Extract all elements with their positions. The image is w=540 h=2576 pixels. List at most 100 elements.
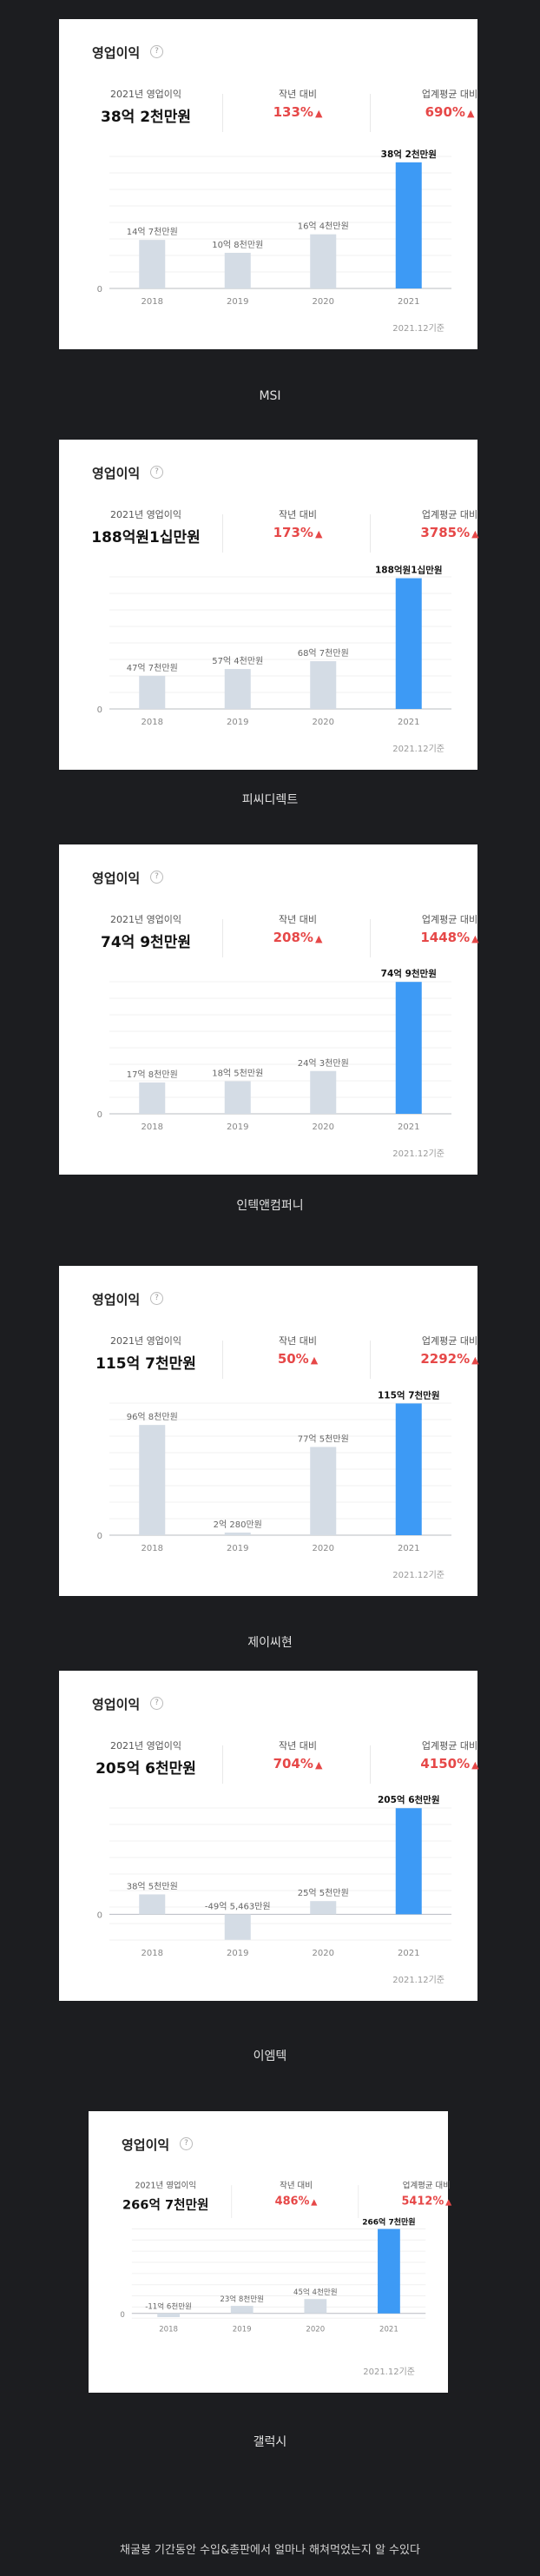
company-caption: 제이씨현 (247, 1636, 293, 1650)
bar-2019 (224, 1081, 251, 1114)
data-label: 266억 7천만원 (362, 2217, 415, 2228)
basis-note: 2021.12기준 (392, 1571, 445, 1580)
industry-value: 1448% (420, 930, 471, 945)
bar-2021 (395, 578, 422, 709)
x-tick-label: 2018 (142, 1949, 163, 1958)
data-label: 47억 7천만원 (127, 663, 178, 673)
bar-2018 (139, 675, 166, 709)
up-arrow-icon: ▲ (445, 2196, 452, 2208)
basis-note: 2021.12기준 (392, 324, 445, 334)
zero-tick-label: 0 (97, 1532, 102, 1541)
bar-2019 (224, 1533, 251, 1535)
up-arrow-icon: ▲ (471, 1354, 479, 1366)
x-tick-label: 2021 (398, 718, 419, 727)
basis-note: 2021.12기준 (392, 745, 445, 754)
summary-row: 2021년 영업이익 266억 7천만원 작년 대비 486% ▲ 업계평균 대비… (106, 2181, 451, 2226)
yoy-value: 704% (273, 1756, 313, 1771)
company-caption: 이엠텍 (253, 2050, 287, 2063)
bar-2018 (157, 2314, 181, 2318)
summary-row: 2021년 영업이익 74억 9천만원 작년 대비 208% ▲ 업계평균 대비 … (76, 914, 479, 966)
total-label: 2021년 영업이익 (109, 1740, 182, 1752)
bar-chart: 0 38억 5천만원 2018 -49억 5,463만원 2019 25억 5천만원 202… (97, 1794, 451, 1958)
yoy-label: 작년 대비 (279, 914, 317, 925)
basis-note: 2021.12기준 (392, 1149, 445, 1159)
bar-2018 (139, 1425, 166, 1535)
x-tick-label: 2020 (306, 2326, 325, 2334)
bar-2018 (139, 1894, 166, 1915)
help-icon[interactable]: ? (150, 871, 163, 884)
bar-2021 (395, 982, 422, 1114)
summary-row: 2021년 영업이익 188억원1십만원 작년 대비 173% ▲ 업계평균 대비… (76, 509, 479, 561)
card-title: 영업이익 (122, 2137, 170, 2153)
bar-2020 (304, 2299, 327, 2314)
bar-2021 (395, 1403, 422, 1535)
total-value: 74억 9천만원 (101, 934, 191, 951)
data-label: 23억 8천만원 (220, 2294, 264, 2304)
yoy-value: 208% (273, 930, 313, 945)
profit-card: 영업이익 ? 2021년 영업이익 266억 7천만원 작년 대비 486% ▲ … (89, 2111, 451, 2393)
divider (222, 1341, 223, 1379)
bar-chart: 0 96억 8천만원 2018 2억 280만원 2019 77억 5천만원 2020 115… (97, 1389, 451, 1553)
basis-note: 2021.12기준 (363, 2367, 415, 2377)
help-icon[interactable]: ? (150, 1292, 163, 1305)
industry-value: 3785% (420, 525, 471, 540)
total-label: 2021년 영업이익 (109, 89, 182, 100)
company-caption: 갤럭시 (253, 2435, 287, 2449)
total-profit: 2021년 영업이익 74억 9천만원 (76, 914, 215, 951)
help-icon[interactable]: ? (150, 45, 163, 58)
bar-2020 (310, 1070, 337, 1114)
bar-chart: 0 47억 7천만원 2018 57억 4천만원 2019 68억 7천만원 2020 188… (97, 565, 451, 727)
data-label: 17억 8천만원 (127, 1069, 178, 1080)
bar-chart: 0 14억 7천만원 2018 10억 8천만원 2019 16억 4천만원 2020 38억… (97, 149, 451, 307)
x-tick-label: 2021 (398, 1544, 419, 1553)
x-tick-label: 2019 (227, 297, 248, 307)
data-label: 205억 6천만원 (378, 1794, 440, 1805)
help-icon[interactable]: ? (180, 2137, 193, 2150)
card-title: 영업이익 (92, 1697, 141, 1712)
data-label: 16억 4천만원 (298, 222, 349, 232)
data-label: 68억 7천만원 (298, 648, 349, 659)
x-tick-label: 2019 (227, 1544, 248, 1553)
data-label: 77억 5천만원 (298, 1434, 349, 1444)
divider (222, 919, 223, 957)
up-arrow-icon: ▲ (471, 933, 479, 944)
up-arrow-icon: ▲ (314, 108, 323, 119)
data-label: -11억 6천만원 (145, 2301, 192, 2312)
industry-compare: 업계평균 대비 2292% ▲ (372, 1335, 528, 1367)
help-icon[interactable]: ? (150, 466, 163, 479)
zero-tick-label: 0 (97, 705, 102, 715)
total-value: 188억원1십만원 (91, 529, 201, 546)
zero-tick-label: 0 (97, 1910, 102, 1920)
yoy: 작년 대비 50% ▲ (228, 1335, 367, 1367)
bar-chart: 0 17억 8천만원 2018 18억 5천만원 2019 24억 3천만원 2020 74억… (97, 968, 451, 1132)
divider (358, 2185, 359, 2218)
x-tick-label: 2020 (313, 1544, 334, 1553)
x-tick-label: 2018 (142, 1544, 163, 1553)
bar-2019 (224, 669, 251, 709)
yoy: 작년 대비 208% ▲ (228, 914, 367, 945)
total-profit: 2021년 영업이익 188억원1십만원 (76, 509, 215, 546)
industry-label: 업계평균 대비 (421, 89, 478, 100)
data-label: 38억 2천만원 (381, 149, 437, 160)
industry-label: 업계평균 대비 (421, 914, 478, 925)
summary-row: 2021년 영업이익 205억 6천만원 작년 대비 704% ▲ 업계평균 대비… (76, 1740, 479, 1792)
bar-2021 (378, 2228, 400, 2314)
industry-label: 업계평균 대비 (421, 1740, 478, 1752)
industry-compare: 업계평균 대비 3785% ▲ (372, 509, 528, 540)
up-arrow-icon: ▲ (314, 933, 323, 944)
help-icon[interactable]: ? (150, 1697, 163, 1710)
summary-row: 2021년 영업이익 38억 2천만원 작년 대비 133% ▲ 업계평균 대비 … (76, 89, 477, 141)
summary-row: 2021년 영업이익 115억 7천만원 작년 대비 50% ▲ 업계평균 대비 … (76, 1335, 479, 1387)
divider (222, 514, 223, 553)
yoy-label: 작년 대비 (279, 1335, 317, 1347)
x-tick-label: 2020 (313, 718, 334, 727)
industry-value: 690% (425, 104, 465, 120)
data-label: 96억 8천만원 (127, 1412, 178, 1422)
up-arrow-icon: ▲ (314, 528, 323, 540)
data-label: 57억 4천만원 (212, 656, 263, 666)
divider (370, 1341, 371, 1379)
profit-card: 영업이익 ? 2021년 영업이익 38억 2천만원 작년 대비 133% ▲ 업… (59, 19, 477, 349)
industry-label: 업계평균 대비 (402, 2181, 451, 2191)
data-label: 188억원1십만원 (375, 565, 443, 576)
industry-compare: 업계평균 대비 1448% ▲ (372, 914, 528, 945)
